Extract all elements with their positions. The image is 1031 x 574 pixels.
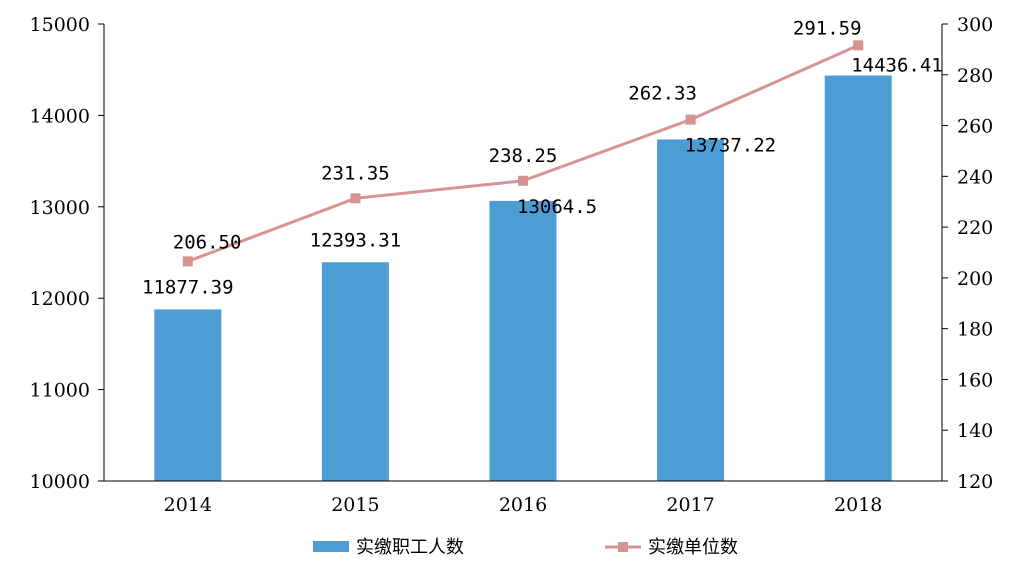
y-left-tick-label: 15000 bbox=[30, 14, 90, 36]
bar-data-label: 12393.31 bbox=[310, 229, 402, 251]
legend-swatch-bar bbox=[313, 541, 349, 552]
line-point bbox=[853, 40, 864, 51]
y-left-axis: 10000 11000 12000 13000 14000 15000 bbox=[30, 14, 104, 493]
legend-swatch-marker bbox=[618, 542, 628, 552]
axes-lines bbox=[103, 24, 943, 482]
y-right-tick-label: 280 bbox=[957, 65, 993, 87]
line-point bbox=[350, 193, 361, 204]
bar bbox=[489, 200, 557, 481]
bar-data-label: 13064.5 bbox=[517, 196, 597, 218]
line-point bbox=[518, 175, 528, 186]
y-right-tick-label: 300 bbox=[957, 14, 993, 36]
line-point bbox=[685, 114, 696, 125]
bar bbox=[657, 139, 725, 481]
line-data-label: 291.59 bbox=[793, 17, 862, 39]
line-data-label: 262.33 bbox=[628, 83, 697, 105]
x-tick-label: 2015 bbox=[331, 494, 379, 516]
y-right-tick-label: 260 bbox=[957, 116, 993, 138]
line-data-label: 238.25 bbox=[489, 145, 558, 167]
y-right-axis: 120 140 160 180 200 220 240 260 280 300 bbox=[942, 14, 993, 493]
y-right-tick-label: 160 bbox=[957, 369, 993, 391]
y-right-tick-label: 120 bbox=[957, 471, 993, 493]
y-left-tick-label: 11000 bbox=[30, 380, 90, 402]
data-labels: 11877.39 12393.31 13064.5 13737.22 14436.41 2… bbox=[142, 17, 943, 298]
bar-data-label: 13737.22 bbox=[685, 134, 777, 156]
x-tick-label: 2018 bbox=[834, 494, 882, 516]
bar-data-label: 14436.41 bbox=[851, 55, 943, 77]
y-right-tick-label: 240 bbox=[957, 166, 993, 188]
x-tick-label: 2016 bbox=[499, 494, 547, 516]
y-right-tick-label: 200 bbox=[957, 268, 993, 290]
y-left-tick-label: 12000 bbox=[30, 288, 90, 310]
legend: 实缴职工人数 实缴单位数 bbox=[313, 537, 738, 558]
x-tick-label: 2014 bbox=[164, 494, 212, 516]
bar bbox=[321, 262, 389, 481]
legend-label-line: 实缴单位数 bbox=[648, 537, 738, 558]
line-point bbox=[182, 256, 193, 267]
y-right-tick-label: 140 bbox=[957, 420, 993, 442]
line-data-label: 206.50 bbox=[173, 231, 242, 253]
y-left-tick-label: 13000 bbox=[30, 197, 90, 219]
y-right-tick-label: 180 bbox=[957, 319, 993, 341]
legend-label-bar: 实缴职工人数 bbox=[356, 537, 464, 558]
bar bbox=[824, 75, 892, 482]
line-series bbox=[182, 40, 864, 267]
bar bbox=[154, 309, 222, 481]
x-axis: 2014 2015 2016 2017 2018 bbox=[164, 494, 883, 516]
line-data-label: 231.35 bbox=[321, 162, 390, 184]
y-left-tick-label: 10000 bbox=[30, 471, 90, 493]
bar-series bbox=[154, 75, 892, 482]
bar-data-label: 11877.39 bbox=[142, 276, 234, 298]
y-left-tick-label: 14000 bbox=[30, 105, 90, 127]
x-tick-label: 2017 bbox=[666, 494, 714, 516]
y-right-tick-label: 220 bbox=[957, 217, 993, 239]
